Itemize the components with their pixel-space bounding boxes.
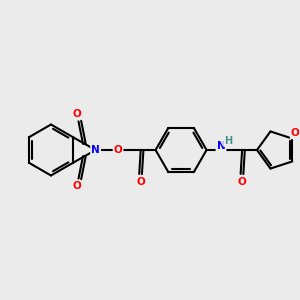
Text: O: O (73, 109, 81, 118)
Text: O: O (291, 128, 300, 138)
Text: N: N (217, 141, 225, 152)
Text: O: O (114, 145, 122, 155)
Text: N: N (91, 145, 100, 155)
Text: O: O (73, 182, 81, 191)
Text: O: O (136, 177, 145, 188)
Text: O: O (238, 177, 246, 188)
Text: H: H (224, 136, 232, 146)
